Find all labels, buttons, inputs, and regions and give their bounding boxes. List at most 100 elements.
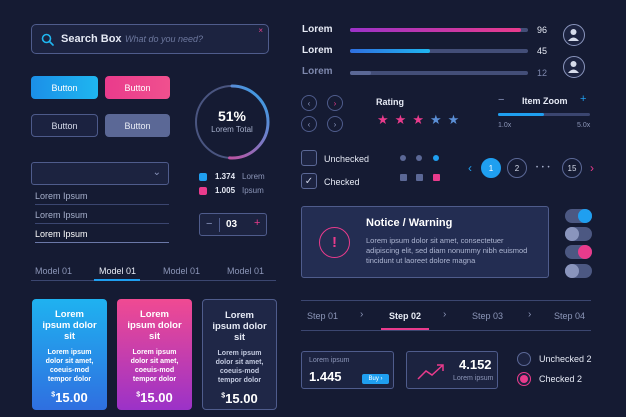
card-title: Lorem ipsum dolor sit [212,310,267,343]
pagination-next[interactable]: › [590,161,594,175]
stepper-value[interactable]: 03 [226,219,238,230]
zoom-in-button[interactable]: + [580,93,587,105]
step-4[interactable]: Step 04 [554,311,586,321]
dropdown-option[interactable]: Lorem Ipsum [35,205,169,224]
tab-model-2[interactable]: Model 01 [99,266,137,276]
progress-ring-value: 51% [217,108,247,124]
step-3[interactable]: Step 03 [472,311,504,321]
checkbox-label: Unchecked [324,154,370,164]
toggle-switch[interactable] [565,264,592,278]
page-button[interactable]: 2 [507,158,527,178]
steps-divider-bottom [301,330,591,331]
trend-up-icon [417,364,444,380]
step-1[interactable]: Step 01 [307,311,339,321]
legend-label: Ipsum [242,186,264,195]
star-icon[interactable]: ★ [429,112,442,127]
minus-button[interactable]: − [206,218,213,230]
card-price: $15.00 [51,390,88,405]
dropdown-option-selected[interactable]: Lorem Ipsum [35,224,169,243]
dropdown-option[interactable]: Lorem Ipsum [35,186,169,205]
star-icon[interactable]: ★ [377,112,389,127]
tab-model-3[interactable]: Model 01 [163,266,201,276]
radio-label: Unchecked 2 [539,354,592,364]
pricing-card[interactable]: Lorem ipsum dolor sit Lorem ipsum dolor … [117,299,192,410]
zoom-slider-fill [498,113,544,116]
search-label: Search Box [61,33,122,45]
legend-swatch-pink [199,187,207,195]
checkbox-unchecked[interactable] [301,150,317,166]
toggle-knob [565,264,579,278]
pagination-ellipsis: • • • [536,165,551,171]
tab-model-4[interactable]: Model 01 [227,266,265,276]
toggle-switch[interactable] [565,245,592,259]
radio-dot-active[interactable] [433,155,439,161]
card-body: Lorem ipsum dolor sit amet, coeuis-mod t… [215,350,264,384]
radio-unchecked[interactable] [517,352,531,366]
notice-text: Lorem ipsum dolor sit amet, consectetuer… [366,236,528,265]
page-button-active[interactable]: 1 [481,158,501,178]
tab-model-1[interactable]: Model 01 [35,266,73,276]
star-rating[interactable]: ★ ★ ★ ★ ★ [377,113,459,126]
trend-card: 4.152 Lorem ipsum [406,351,498,389]
outline-button[interactable]: Button [31,114,98,137]
zoom-out-button[interactable]: − [498,94,505,106]
plus-button[interactable]: + [254,217,261,229]
chevron-left-icon[interactable]: ‹ [301,116,317,132]
card-body: Lorem ipsum dolor sit amet, coeuis-mod t… [45,349,94,383]
card-body: Lorem ipsum dolor sit amet, coeuis-mod t… [130,349,179,383]
step-active-indicator [381,328,429,330]
notice-panel: ! Notice / Warning Lorem ipsum dolor sit… [301,206,549,278]
bar-fill [350,71,372,75]
trend-value: 4.152 [459,357,492,372]
progress-ring-arc [194,84,270,160]
card-title: Lorem ipsum dolor sit [127,309,182,342]
star-icon[interactable]: ★ [412,112,424,127]
bar-track [350,28,528,32]
chevron-right-icon[interactable]: › [327,95,343,111]
check-square[interactable] [416,174,423,181]
card-title: Lorem ipsum dolor sit [42,309,97,342]
search-placeholder[interactable]: What do you need? [125,34,204,44]
card-price: $15.00 [221,391,258,406]
check-square[interactable] [400,174,407,181]
toggle-knob [578,209,592,223]
tab-active-indicator [94,279,140,281]
legend-value: 1.374 [215,172,236,181]
checkbox-checked[interactable]: ✓ [301,173,317,189]
radio-checked[interactable] [517,372,531,386]
radio-dot[interactable] [416,155,422,161]
pricing-card[interactable]: Lorem ipsum dolor sit Lorem ipsum dolor … [202,299,277,410]
chevron-right-icon[interactable]: › [327,116,343,132]
pricing-card[interactable]: Lorem ipsum dolor sit Lorem ipsum dolor … [32,299,107,410]
star-icon[interactable]: ★ [394,112,407,127]
toggle-switch[interactable] [565,209,592,223]
zoom-slider[interactable] [498,113,590,116]
close-icon[interactable]: × [258,26,263,35]
progress-ring [194,84,270,160]
pagination-prev[interactable]: ‹ [468,161,472,175]
dropdown-select[interactable]: ⌄ [31,162,169,185]
toggle-knob [578,245,592,259]
check-square-active[interactable] [433,174,440,181]
page-button[interactable]: 15 [562,158,582,178]
search-box[interactable]: Search Box What do you need? × [31,24,269,54]
radio-dot[interactable] [400,155,406,161]
star-icon[interactable]: ★ [447,112,460,127]
bar-fill [350,28,521,32]
avatar[interactable] [563,56,585,78]
disabled-button[interactable]: Button [105,114,170,137]
avatar[interactable] [563,24,585,46]
bar-track [350,49,528,53]
buy-button[interactable]: Buy › [362,374,389,384]
stat-value: 1.445 [309,369,342,384]
chevron-left-icon[interactable]: ‹ [301,95,317,111]
primary-button[interactable]: Button [31,76,98,99]
chevron-down-icon: ⌄ [152,167,161,178]
quantity-stepper: − 03 + [199,213,267,236]
legend-swatch-blue [199,173,207,181]
accent-button[interactable]: Button [105,76,170,99]
zoom-label: Item Zoom [522,96,568,106]
step-2[interactable]: Step 02 [389,311,422,321]
toggle-switch[interactable] [565,227,592,241]
legend-value: 1.005 [215,186,236,195]
